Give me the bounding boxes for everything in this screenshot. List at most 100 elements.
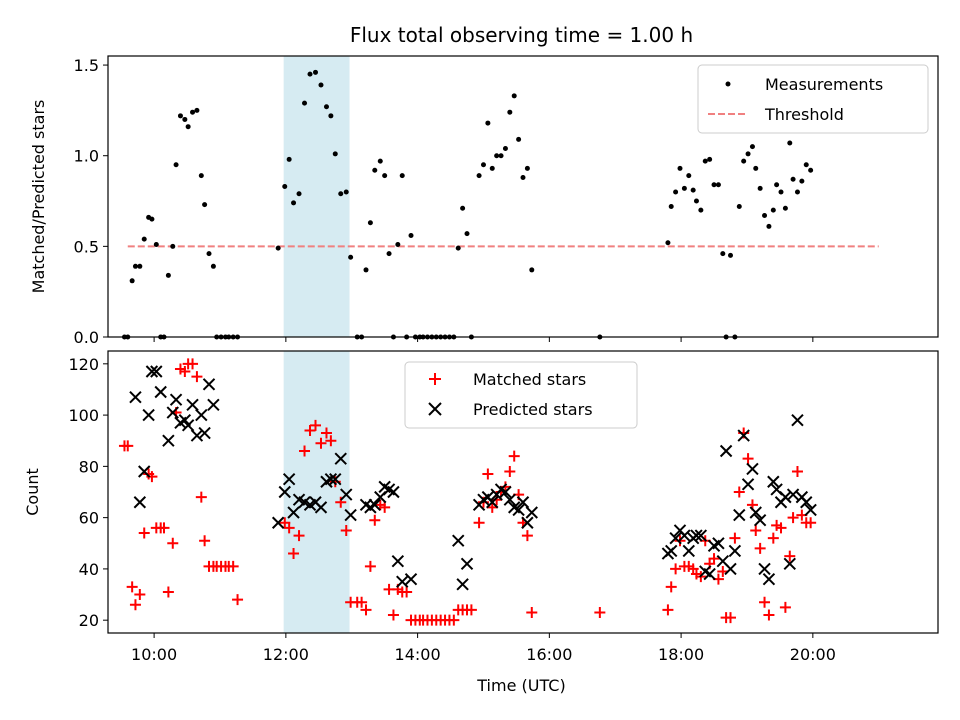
bottom-y-tick-label: 80 [79,457,99,476]
bottom-x-tick-label: 16:00 [526,645,572,664]
measurement-point [516,137,521,142]
measurement-point [720,251,725,256]
measurement-point [338,191,343,196]
measurement-point [382,173,387,178]
measurement-point [328,113,333,118]
measurement-point [276,246,281,251]
measurement-point [456,246,461,251]
measurement-point [728,253,733,258]
measurement-point [199,173,204,178]
measurement-point [182,117,187,122]
measurement-point [324,104,329,109]
measurement-point [762,213,767,218]
bottom-x-tick-label: 18:00 [658,645,704,664]
bottom-x-tick-label: 12:00 [263,645,309,664]
measurement-point [477,173,482,178]
top-y-axis-label: Matched/Predicted stars [29,100,48,294]
bottom-y-axis-label: Count [23,468,42,516]
legend-measurements-marker [726,82,731,87]
bottom-x-tick-label: 20:00 [790,645,836,664]
measurement-point [494,153,499,158]
measurement-point [750,144,755,149]
measurement-point [202,202,207,207]
measurement-point [194,108,199,113]
measurement-point [507,110,512,115]
measurement-point [787,141,792,146]
highlight-span-top [284,56,350,337]
measurement-point [465,231,470,236]
measurement-point [741,159,746,164]
bottom-y-tick-label: 120 [68,355,99,374]
chart: Flux total observing time = 1.00 h 0.00.… [0,0,960,720]
measurement-point [795,189,800,194]
measurement-point [291,200,296,205]
chart-title: Flux total observing time = 1.00 h [350,23,693,47]
legend-predicted-label: Predicted stars [473,400,593,419]
measurement-point [395,242,400,247]
measurement-point [318,83,323,88]
bottom-y-tick-label: 60 [79,509,99,528]
bottom-legend: Matched stars Predicted stars [405,362,637,428]
measurement-point [400,173,405,178]
top-y-tick-label: 1.0 [74,147,99,166]
measurement-point [783,206,788,211]
measurement-point [665,240,670,245]
bottom-x-tick-label: 14:00 [395,645,441,664]
measurement-point [529,267,534,272]
measurement-point [698,208,703,213]
measurement-point [287,157,292,162]
measurement-point [481,162,486,167]
measurement-point [308,72,313,77]
measurement-point [460,206,465,211]
measurement-point [282,184,287,189]
measurement-point [490,166,495,171]
measurement-point [737,204,742,209]
measurement-point [364,267,369,272]
measurement-point [499,153,504,158]
measurement-point [512,93,517,98]
measurement-point [774,182,779,187]
measurement-point [525,166,530,171]
measurement-point [808,168,813,173]
measurement-point [804,162,809,167]
measurement-point [190,110,195,115]
bottom-y-tick-label: 20 [79,611,99,630]
measurement-point [669,204,674,209]
measurement-point [137,264,142,269]
measurement-point [712,182,717,187]
measurement-point [368,220,373,225]
measurement-point [707,157,712,162]
measurement-point [703,159,708,164]
measurement-point [791,177,796,182]
measurement-point [297,191,302,196]
measurement-point [503,146,508,151]
measurement-point [313,70,318,75]
measurement-point [166,273,171,278]
measurement-point [174,162,179,167]
measurement-point [694,199,699,204]
measurement-point [673,189,678,194]
measurement-point [758,186,763,191]
bottom-y-tick-label: 40 [79,560,99,579]
measurement-point [154,242,159,247]
measurement-point [409,233,414,238]
measurement-point [677,166,682,171]
bottom-y-tick-label: 100 [68,406,99,425]
measurement-point [142,237,147,242]
measurement-point [682,186,687,191]
measurement-point [378,159,383,164]
bottom-x-tick-label: 10:00 [131,645,177,664]
measurement-point [691,188,696,193]
measurement-point [186,124,191,129]
legend-threshold-label: Threshold [764,105,844,124]
measurement-point [130,278,135,283]
top-y-tick-label: 0.0 [74,328,99,347]
measurement-point [753,166,758,171]
measurement-point [746,151,751,156]
measurement-point [521,175,526,180]
legend-matched-label: Matched stars [473,370,586,389]
measurement-point [207,251,212,256]
measurement-point [716,182,721,187]
measurement-point [178,113,183,118]
legend-measurements-label: Measurements [765,75,883,94]
